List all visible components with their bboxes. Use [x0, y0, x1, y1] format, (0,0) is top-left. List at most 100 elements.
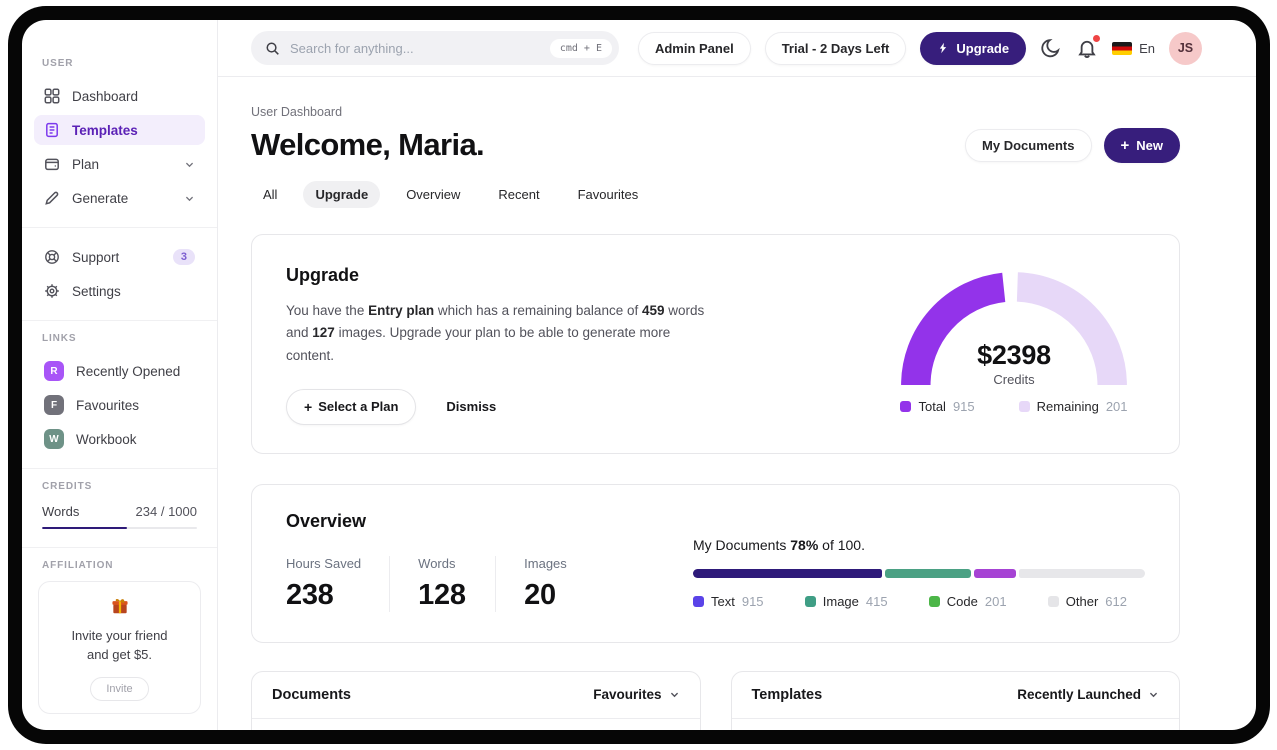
user-avatar[interactable]: JS	[1169, 31, 1202, 65]
documents-filter-dropdown[interactable]: Favourites	[593, 687, 679, 702]
sidebar-link-recently-opened[interactable]: R Recently Opened	[34, 356, 205, 386]
wallet-icon	[45, 158, 59, 171]
gauge-chart: $2398 Credits	[894, 265, 1134, 387]
template-list-item[interactable]: Blog Post Title in Workbook	[732, 719, 1180, 730]
gauge-caption: Credits	[993, 372, 1035, 387]
sidebar-section-user: USER	[42, 58, 74, 69]
overview-card-title: Overview	[286, 510, 367, 531]
progress-title: My Documents 78% of 100.	[693, 536, 865, 553]
topbar: cmd + E Admin Panel Trial - 2 Days Left …	[218, 20, 1256, 77]
gift-icon	[111, 599, 128, 614]
pencil-icon	[45, 191, 59, 205]
gauge-remaining-arc	[1016, 272, 1127, 385]
legend-swatch	[928, 595, 940, 607]
main-area: cmd + E Admin Panel Trial - 2 Days Left …	[218, 20, 1256, 730]
tab-favourites[interactable]: Favourites	[577, 187, 639, 202]
sidebar-item-label: Dashboard	[72, 88, 139, 104]
sidebar-item-support[interactable]: Support 3	[34, 242, 205, 272]
legend-item-image: Image 415	[804, 594, 888, 609]
upgrade-button[interactable]: Upgrade	[920, 31, 1027, 65]
credits-progress-bar	[42, 527, 197, 530]
document-list-item[interactable]: Untitled Document in Workbook	[252, 719, 700, 730]
sidebar-divider	[22, 227, 217, 228]
legend-swatch	[1047, 595, 1059, 607]
tab-bar: All Upgrade Overview Recent Favourites	[251, 181, 1180, 208]
link-initial-chip: W	[44, 429, 64, 449]
legend-swatch	[1018, 401, 1030, 412]
sidebar-item-generate[interactable]: Generate	[34, 183, 205, 213]
legend-swatch	[900, 401, 912, 412]
legend-item-remaining: Remaining 201	[1018, 399, 1128, 414]
link-initial-chip: R	[44, 361, 64, 381]
search-shortcut-badge: cmd + E	[549, 38, 612, 58]
bell-icon	[1078, 40, 1096, 58]
documents-card-title: Documents	[272, 686, 351, 703]
tab-overview[interactable]: Overview	[406, 187, 461, 202]
chevron-down-icon	[1149, 692, 1158, 698]
upgrade-card-body: You have the Entry plan which has a rema…	[286, 303, 705, 363]
stats-row: Hours Saved 238 Words 128 Images 20	[286, 555, 630, 612]
documents-progress-block: My Documents 78% of 100. Text 915	[693, 537, 1145, 612]
search-input[interactable]	[290, 40, 540, 56]
search-icon	[266, 42, 279, 55]
templates-filter-dropdown[interactable]: Recently Launched	[1017, 687, 1159, 702]
language-selector[interactable]: En	[1112, 41, 1155, 56]
tab-recent[interactable]: Recent	[498, 187, 540, 202]
invite-button[interactable]: Invite	[90, 677, 149, 701]
credits-gauge: $2398 Credits Total 915	[883, 265, 1145, 425]
admin-panel-button[interactable]: Admin Panel	[637, 31, 751, 65]
select-plan-button[interactable]: + Select a Plan	[286, 388, 417, 425]
new-button[interactable]: + New	[1103, 127, 1180, 163]
upgrade-card-text: Upgrade You have the Entry plan which ha…	[286, 265, 716, 425]
notifications-button[interactable]	[1076, 35, 1101, 59]
chevron-down-icon	[670, 692, 678, 698]
sidebar-item-label: Templates	[72, 122, 138, 138]
topbar-actions: Admin Panel Trial - 2 Days Left Upgrade	[637, 31, 1202, 65]
language-code: En	[1139, 40, 1155, 56]
legend-swatch	[804, 595, 816, 607]
overview-card: Overview Hours Saved 238 Words 128	[251, 483, 1180, 643]
sidebar-divider	[22, 320, 217, 321]
affiliation-text: Invite your friend and get $5.	[71, 628, 168, 663]
link-initial-chip: F	[44, 395, 64, 415]
bar-segment-other	[1018, 568, 1145, 578]
search-bar[interactable]: cmd + E	[251, 31, 619, 65]
bar-segment-code	[974, 568, 1016, 578]
moon-icon	[1041, 39, 1060, 58]
templates-card: Templates Recently Launched Blog Post Ti…	[730, 670, 1180, 730]
bottom-cards-row: Documents Favourites Untitled Document i…	[251, 670, 1180, 730]
dismiss-button[interactable]: Dismiss	[446, 399, 497, 415]
app-window: USER Dashboard Templates Plan Generate	[22, 20, 1256, 730]
trial-status-button[interactable]: Trial - 2 Days Left	[764, 31, 907, 65]
sidebar-link-favourites[interactable]: F Favourites	[34, 390, 205, 420]
sidebar-link-workbook[interactable]: W Workbook	[34, 424, 205, 454]
sidebar: USER Dashboard Templates Plan Generate	[22, 20, 218, 730]
my-documents-button[interactable]: My Documents	[965, 128, 1092, 162]
page-header-row: Welcome, Maria. My Documents + New	[251, 127, 1180, 163]
dark-mode-toggle[interactable]	[1040, 37, 1062, 59]
tab-upgrade[interactable]: Upgrade	[303, 181, 381, 208]
sidebar-item-plan[interactable]: Plan	[34, 149, 205, 179]
credits-label: Words	[42, 504, 80, 519]
german-flag-icon	[1112, 41, 1133, 55]
sidebar-item-dashboard[interactable]: Dashboard	[34, 81, 205, 111]
sidebar-section-links: LINKS	[42, 333, 77, 344]
chevron-down-icon	[185, 196, 194, 201]
lifebuoy-icon	[45, 250, 59, 264]
sidebar-item-label: Plan	[72, 156, 100, 172]
lightning-bolt-icon	[940, 42, 947, 54]
gauge-legend: Total 915 Remaining 201	[883, 399, 1145, 414]
documents-card-header: Documents Favourites	[252, 672, 700, 719]
sidebar-item-templates[interactable]: Templates	[34, 115, 205, 145]
gauge-total-arc	[901, 272, 1006, 385]
affiliation-card: Invite your friend and get $5. Invite	[38, 581, 201, 714]
legend-item-text: Text 915	[693, 594, 764, 609]
gauge-amount: $2398	[977, 340, 1051, 370]
header-actions: My Documents + New	[965, 127, 1180, 163]
sidebar-item-settings[interactable]: Settings	[34, 276, 205, 306]
legend-item-total: Total 915	[900, 399, 975, 414]
stat-words: Words 128	[418, 555, 497, 612]
tab-all[interactable]: All	[263, 187, 278, 202]
templates-card-header: Templates Recently Launched	[731, 672, 1179, 719]
gauge-center: $2398 Credits	[894, 340, 1134, 387]
